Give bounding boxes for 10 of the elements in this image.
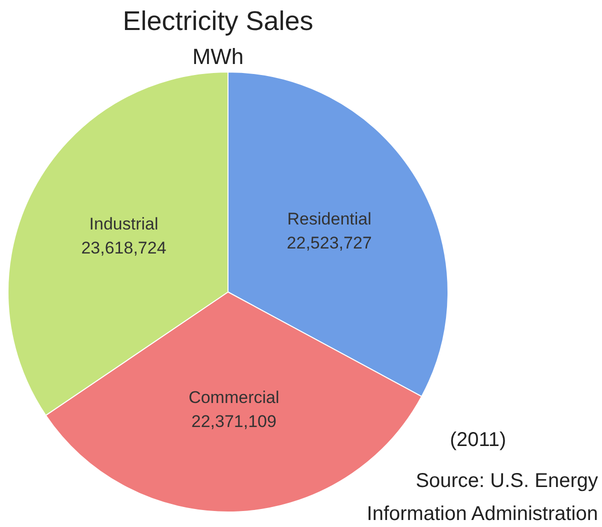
chart-subtitle: MWh [192,44,244,69]
chart-title: Electricity Sales [122,6,314,36]
data-label: 22,371,109 [191,412,276,431]
data-label: 23,618,724 [81,238,166,258]
source-note: Source: U.S. Energy Information Administration [366,470,598,525]
slice-label: Commercial [188,388,280,407]
text: (2011) [450,429,506,451]
slice-label: Residential [287,210,372,229]
data-label: 22,523,727 [286,234,372,253]
slice-label: Industrial [89,214,158,234]
